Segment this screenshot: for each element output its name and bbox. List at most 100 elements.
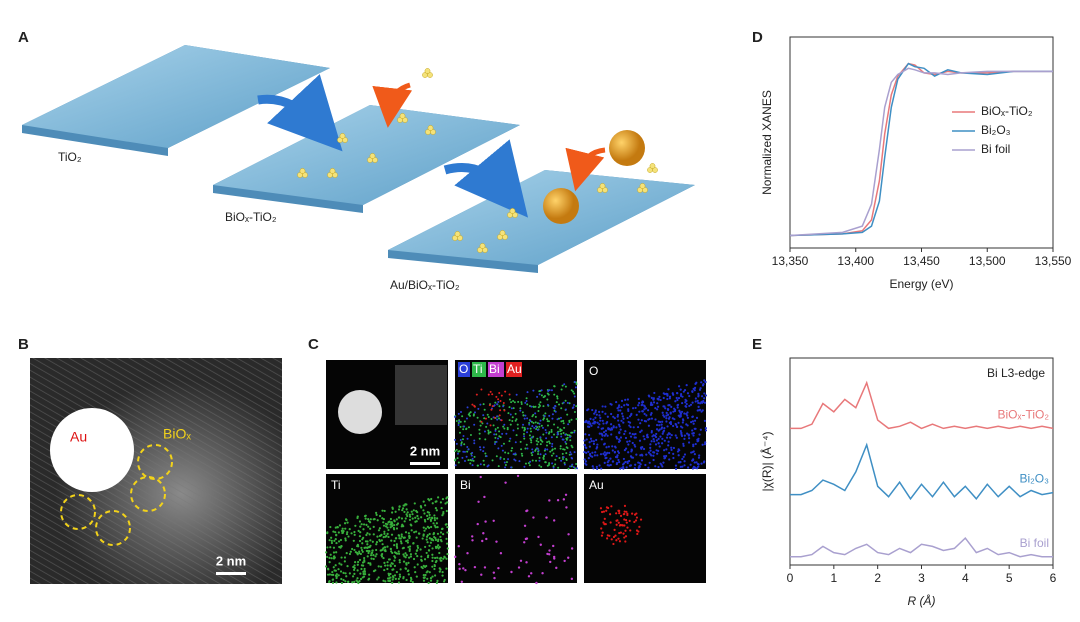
eds-pixel — [655, 432, 658, 436]
eds-pixel — [458, 420, 461, 423]
eds-pixel — [604, 412, 607, 415]
eds-pixel — [571, 406, 574, 409]
eds-pixel — [537, 449, 540, 452]
eds-pixel — [491, 393, 494, 396]
eds-pixel — [600, 438, 603, 441]
eds-pixel — [515, 418, 518, 421]
eds-pixel — [405, 503, 408, 506]
eds-pixel — [634, 519, 638, 522]
eds-pixel — [556, 431, 559, 434]
eds-pixel — [397, 552, 401, 555]
eds-pixel — [589, 417, 592, 420]
eds-pixel — [406, 539, 409, 542]
eds-pixel — [427, 549, 431, 552]
eds-pixel — [553, 423, 556, 426]
eds-pixel — [356, 580, 359, 583]
eds-pixel — [685, 402, 688, 406]
eds-pixel — [457, 461, 460, 464]
eds-pixel — [405, 508, 408, 511]
eds-pixel — [415, 549, 418, 552]
eds-pixel — [428, 544, 431, 547]
y-axis-label: |χ(R)| (Å⁻⁴) — [759, 431, 774, 491]
eds-pixel — [655, 439, 659, 442]
eds-pixel — [436, 545, 439, 549]
eds-pixel — [390, 533, 394, 536]
eds-pixel — [562, 498, 566, 501]
eds-pixel — [497, 566, 500, 570]
eds-pixel — [425, 538, 428, 541]
eds-pixel — [552, 406, 555, 409]
eds-pixel — [404, 517, 407, 520]
eds-pixel — [681, 401, 684, 405]
eds-pixel — [524, 401, 527, 404]
eds-pixel — [566, 434, 569, 437]
eds-pixel — [538, 403, 541, 406]
eds-pixel — [372, 518, 375, 521]
eds-pixel — [539, 438, 542, 441]
legend-label: Bi foil — [981, 142, 1010, 156]
eds-pixel — [564, 493, 568, 496]
eds-pixel — [610, 412, 613, 416]
eds-pixel — [547, 390, 550, 393]
eds-pixel — [642, 435, 645, 438]
eds-pixel — [655, 423, 659, 427]
eds-pixel — [400, 542, 403, 545]
eds-pixel — [487, 431, 490, 434]
eds-pixel — [358, 550, 361, 553]
eds-pixel — [436, 526, 439, 529]
eds-pixel — [358, 558, 362, 562]
eds-pixel — [563, 383, 566, 386]
eds-pixel — [508, 440, 511, 443]
eds-pixel — [416, 511, 419, 514]
eds-pixel — [475, 393, 478, 396]
eds-pixel — [641, 446, 644, 449]
eds-pixel — [433, 514, 436, 517]
eds-pixel — [624, 529, 627, 532]
eds-pixel — [649, 446, 652, 449]
eds-pixel — [491, 405, 494, 408]
eds-pixel — [573, 403, 576, 406]
eds-pixel — [442, 580, 446, 583]
eds-pixel — [587, 457, 590, 460]
eds-pixel — [510, 401, 513, 404]
eds-pixel — [593, 412, 596, 415]
eds-pixel — [687, 434, 690, 437]
eds-pixel — [697, 394, 700, 397]
eds-pixel — [637, 466, 640, 469]
eds-pixel — [335, 575, 338, 578]
eds-pixel — [416, 555, 419, 558]
eds-pixel — [459, 420, 462, 423]
eds-pixel — [402, 560, 406, 563]
plot-frame — [789, 357, 1054, 566]
eds-pixel — [391, 551, 394, 555]
eds-pixel — [384, 525, 388, 528]
eds-pixel — [438, 570, 441, 573]
eds-pixel — [439, 501, 442, 504]
eds-pixel — [679, 461, 682, 464]
eds-pixel — [356, 577, 359, 580]
bi-atom — [329, 168, 336, 174]
eds-pixel — [388, 577, 391, 580]
eds-pixel — [489, 390, 492, 393]
eds-pixel — [562, 422, 565, 425]
eds-pixel — [365, 533, 368, 537]
eds-pixel — [512, 453, 515, 456]
eds-pixel — [585, 451, 588, 454]
eds-pixel — [554, 458, 557, 461]
eds-pixel — [663, 427, 666, 430]
bi-atom — [482, 247, 488, 253]
eds-pixel — [667, 432, 671, 435]
eds-pixel — [639, 430, 642, 434]
eds-pixel — [697, 465, 700, 468]
bi-atom — [372, 157, 378, 163]
eds-pixel — [693, 461, 696, 464]
eds-pixel — [432, 533, 435, 536]
eds-pixel — [672, 446, 676, 450]
eds-pixel — [635, 529, 639, 532]
eds-pixel — [348, 528, 351, 531]
eds-pixel — [518, 460, 521, 463]
eds-pixel — [691, 420, 695, 423]
eds-pixel — [343, 556, 347, 559]
eds-pixel — [615, 435, 618, 439]
